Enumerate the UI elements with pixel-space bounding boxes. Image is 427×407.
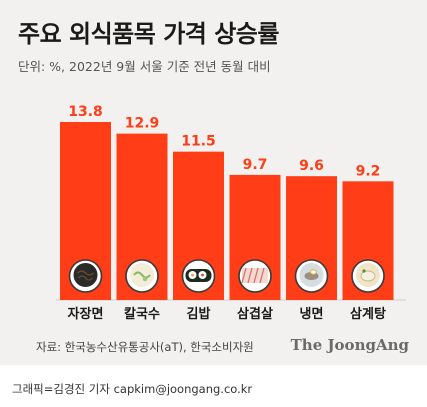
chart-title: 주요 외식품목 가격 상승률 bbox=[18, 20, 279, 48]
category-label: 삼겹살 bbox=[237, 306, 273, 322]
value-label: 9.7 bbox=[243, 157, 268, 173]
category-label: 자장면 bbox=[68, 306, 104, 322]
naengmyeon-icon bbox=[294, 259, 329, 293]
value-label: 9.2 bbox=[356, 163, 381, 179]
jajangmyeon-icon bbox=[68, 259, 103, 293]
value-label: 12.9 bbox=[125, 116, 160, 132]
value-label: 13.8 bbox=[68, 104, 103, 120]
category-label: 삼계탕 bbox=[350, 306, 386, 322]
value-label: 9.6 bbox=[299, 158, 324, 174]
category-label: 김밥 bbox=[187, 306, 211, 322]
samgyeopsal-icon bbox=[238, 259, 272, 293]
graphic-credit: 그래픽=김경진 기자 capkim@joongang.co.kr bbox=[12, 382, 253, 396]
brand-logo: The JoongAng bbox=[290, 336, 409, 354]
bar-chart: 13.8 자장면 12.9 칼국수 11.5 김밥 9.7 삼겹살 9.6 냉면 9.2 삼계탕 bbox=[56, 104, 406, 322]
samgyetang-icon bbox=[351, 259, 385, 293]
value-label: 11.5 bbox=[181, 134, 216, 150]
kalguksu-icon bbox=[125, 259, 159, 293]
source-note: 자료: 한국농수산유통공사(aT), 한국소비자원 bbox=[36, 340, 254, 354]
gimbap-icon bbox=[181, 259, 216, 293]
chart-subtitle: 단위: %, 2022년 9월 서울 기준 전년 동월 대비 bbox=[18, 59, 271, 74]
chart-card: 주요 외식품목 가격 상승률 단위: %, 2022년 9월 서울 기준 전년 … bbox=[0, 0, 427, 365]
category-label: 냉면 bbox=[300, 306, 324, 322]
category-label: 칼국수 bbox=[124, 307, 160, 322]
